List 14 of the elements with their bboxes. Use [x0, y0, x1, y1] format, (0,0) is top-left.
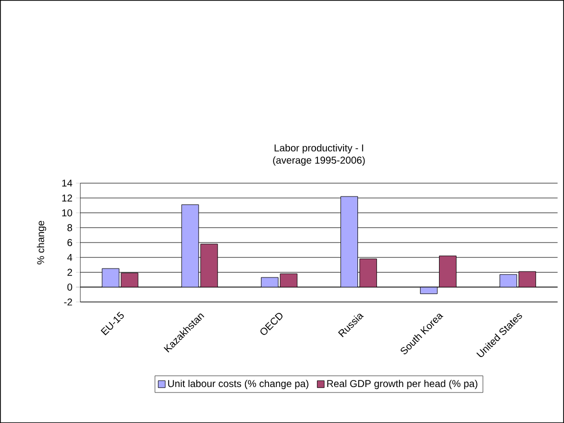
y-tick-label: -2 — [64, 298, 72, 306]
y-tick-label: 6 — [67, 238, 72, 246]
chart-subtitle: (average 1995-2006) — [273, 156, 365, 166]
y-tick-label: 12 — [62, 194, 72, 202]
legend-label: Real GDP growth per head (% pa) — [327, 380, 478, 389]
legend-label: Unit labour costs (% change pa) — [168, 380, 308, 389]
chart-title: Labor productivity - I — [274, 144, 364, 154]
y-tick-label: 4 — [67, 254, 72, 261]
y-tick-label: 2 — [67, 268, 72, 276]
y-tick-label: 14 — [62, 180, 72, 186]
y-tick-label: 10 — [62, 209, 72, 216]
y-tick-label: 0 — [67, 284, 72, 291]
y-tick-label: 8 — [67, 224, 72, 232]
y-axis-title: % change — [36, 220, 46, 264]
